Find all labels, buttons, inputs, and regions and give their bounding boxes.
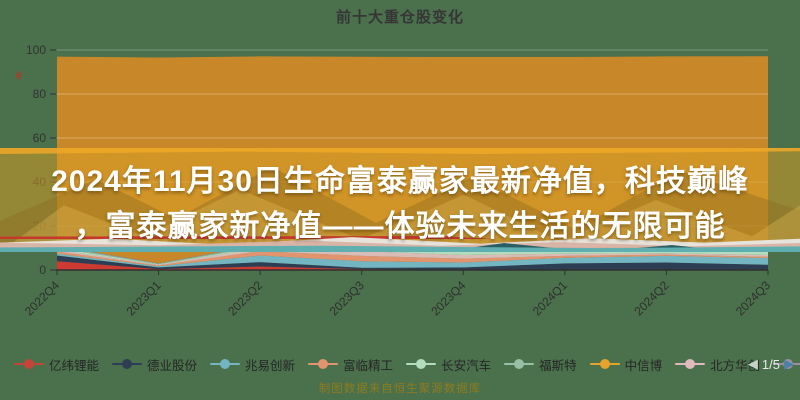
- legend-item-5[interactable]: 福斯特: [504, 355, 577, 374]
- legend-item-6[interactable]: 中信博: [589, 355, 663, 374]
- promo-banner-overlay: 2024年11月30日生命富泰赢家最新净值，科技巅峰 ，富泰赢家新净值——体验未…: [0, 148, 800, 252]
- y-axis-label: 80: [33, 87, 47, 101]
- legend-item-4[interactable]: 长安汽车: [406, 355, 491, 374]
- area-series-2: [57, 253, 768, 268]
- legend-item-2[interactable]: 兆易创新: [210, 355, 295, 374]
- chart-title: 前十大重仓股变化: [335, 9, 464, 26]
- banner-headline-line2: ，富泰赢家新净值——体验未来生活的无限可能: [74, 210, 726, 243]
- legend-item-label: 亿纬锂能: [49, 358, 100, 373]
- legend-item-7[interactable]: 北方华创: [675, 355, 760, 374]
- legend-marker-icon: [112, 359, 143, 369]
- x-axis-label: 2023Q3: [327, 278, 367, 318]
- legend-marker-dot: [220, 359, 231, 369]
- area-series-4: [57, 248, 768, 266]
- area-series-1: [57, 255, 768, 270]
- legend-page-indicator: 1/5: [761, 356, 780, 372]
- x-axis-label: 2023Q2: [225, 278, 265, 318]
- legend-item-label: 北方华创: [710, 358, 761, 373]
- legend-marker-dot: [122, 359, 133, 369]
- y-axis-label: 100: [26, 43, 46, 57]
- x-axis-label: 2023Q1: [124, 278, 164, 318]
- x-axis-label: 2024Q3: [733, 278, 773, 318]
- banner-headline-line1: 2024年11月30日生命富泰赢家最新净值，科技巅峰: [51, 165, 749, 198]
- banner-ridge-teal: [0, 245, 800, 252]
- legend-next-page-icon[interactable]: ▶: [784, 356, 794, 371]
- area-series-0: [57, 261, 768, 270]
- x-axis-label: 2022Q4: [22, 278, 62, 318]
- legend-marker-icon: [308, 359, 339, 369]
- y-axis-label: 0: [39, 263, 46, 277]
- legend-marker-dot: [318, 359, 329, 369]
- legend-pager: ◀ 1/5 ▶: [748, 350, 794, 378]
- legend-marker-icon: [675, 359, 706, 369]
- banner-ridge-white: [0, 237, 800, 247]
- chart-legend: 亿纬锂能 德业股份 兆易创新 富临精工 长安汽车 福斯特 中信博 北方华创中国 ◀ 1/5 ▶: [0, 350, 800, 378]
- legend-marker-icon: [504, 359, 535, 369]
- banner-ridge-red: [0, 236, 496, 239]
- legend-marker-icon: [14, 359, 44, 369]
- legend-item-3[interactable]: 富临精工: [308, 355, 393, 374]
- legend-item-label: 兆易创新: [245, 358, 296, 373]
- data-source-watermark: 制图数据来自恒生聚源数据库: [318, 383, 482, 395]
- legend-item-label: 中信博: [624, 358, 663, 373]
- legend-marker-icon: [210, 359, 241, 369]
- legend-prev-page-icon[interactable]: ◀: [747, 356, 758, 371]
- x-axis-label: 2024Q1: [530, 278, 570, 318]
- legend-item-1[interactable]: 德业股份: [112, 355, 197, 374]
- legend-marker-dot: [685, 359, 696, 369]
- banner-top-strip: [0, 148, 800, 154]
- legend-marker-dot: [514, 359, 525, 369]
- legend-item-8[interactable]: 中国: [773, 355, 800, 374]
- legend-marker-dot: [599, 359, 610, 369]
- legend-item-label: 德业股份: [147, 358, 198, 373]
- legend-marker-icon: [589, 359, 620, 369]
- x-axis-label: 2023Q4: [428, 278, 468, 318]
- banner-ridge-pink: [0, 240, 800, 248]
- legend-marker-dot: [416, 359, 427, 369]
- legend-item-label: 富临精工: [343, 358, 394, 373]
- area-series-3: [57, 251, 768, 267]
- legend-item-label: 福斯特: [539, 358, 577, 373]
- legend-marker-icon: [406, 359, 437, 369]
- x-axis-label: 2024Q2: [631, 278, 671, 318]
- legend-item-0[interactable]: 亿纬锂能: [14, 355, 99, 374]
- legend-marker-dot: [24, 359, 34, 369]
- legend-marker-icon: [773, 359, 800, 369]
- legend-item-label: 长安汽车: [441, 358, 492, 373]
- legend-marker-dot: [783, 359, 794, 369]
- y-axis-label: 60: [33, 131, 47, 145]
